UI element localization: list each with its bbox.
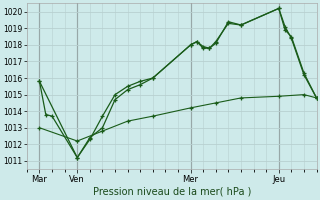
X-axis label: Pression niveau de la mer( hPa ): Pression niveau de la mer( hPa ): [92, 187, 251, 197]
